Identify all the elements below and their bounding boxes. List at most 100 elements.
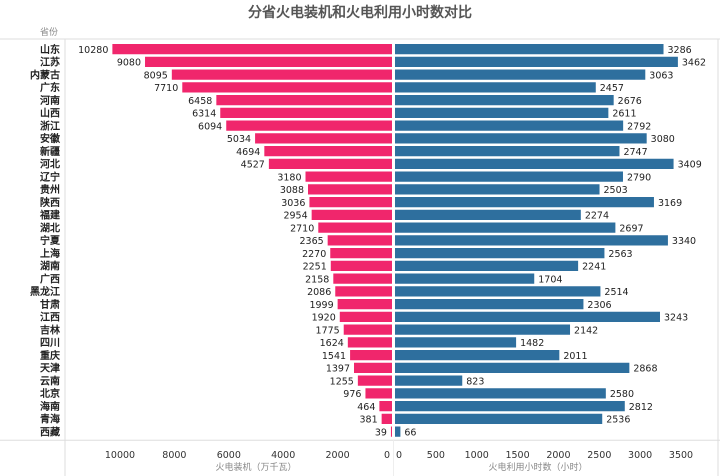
right-tick-label: 2000 bbox=[546, 450, 570, 461]
right-bar-value: 1482 bbox=[520, 338, 544, 349]
right-bar-value: 2812 bbox=[629, 402, 653, 413]
right-bar bbox=[395, 95, 614, 106]
left-bar-value: 1775 bbox=[316, 325, 340, 336]
left-bar bbox=[335, 286, 392, 297]
right-bar bbox=[395, 324, 571, 335]
left-bar-value: 2086 bbox=[307, 287, 331, 298]
left-bar bbox=[182, 82, 392, 93]
province-label: 天津 bbox=[40, 362, 60, 375]
right-bar-value: 2241 bbox=[582, 262, 606, 273]
left-bar-value: 10280 bbox=[78, 45, 108, 56]
right-bar bbox=[395, 401, 625, 412]
left-bar-value: 381 bbox=[359, 415, 377, 426]
province-label: 湖北 bbox=[40, 221, 60, 234]
right-bar-value: 2790 bbox=[627, 172, 651, 183]
right-bar bbox=[395, 260, 579, 271]
chart-title: 分省火电装机和火电利用小时数对比 bbox=[248, 4, 472, 21]
left-tick-label: 6000 bbox=[217, 450, 241, 461]
right-bar-value: 3340 bbox=[672, 236, 696, 247]
left-bar bbox=[112, 44, 392, 55]
province-label: 海南 bbox=[40, 400, 60, 413]
left-bar bbox=[350, 350, 392, 361]
province-label: 内蒙古 bbox=[30, 68, 60, 81]
left-bar-value: 39 bbox=[375, 427, 387, 438]
province-label: 青海 bbox=[40, 413, 60, 426]
province-label: 上海 bbox=[40, 247, 60, 260]
right-bar bbox=[395, 107, 609, 118]
left-bar bbox=[145, 56, 392, 67]
left-bar-value: 2158 bbox=[305, 274, 329, 285]
left-bar-value: 4694 bbox=[236, 147, 260, 158]
right-bar-value: 823 bbox=[466, 376, 484, 387]
province-label: 重庆 bbox=[40, 349, 60, 362]
left-bar-value: 6094 bbox=[198, 121, 222, 132]
right-bar-value: 3286 bbox=[668, 45, 692, 56]
left-bar bbox=[171, 69, 392, 80]
right-bar bbox=[395, 337, 517, 348]
right-bar bbox=[395, 388, 606, 399]
province-label: 广西 bbox=[40, 272, 60, 285]
province-label: 江西 bbox=[40, 311, 60, 324]
left-bar-value: 1920 bbox=[312, 313, 336, 324]
left-bar-value: 3180 bbox=[277, 172, 301, 183]
right-bar bbox=[395, 133, 647, 144]
province-label: 河北 bbox=[40, 158, 60, 171]
province-label: 河南 bbox=[40, 94, 60, 107]
province-label: 福建 bbox=[39, 209, 61, 222]
right-tick-label: 500 bbox=[427, 450, 445, 461]
left-bar bbox=[357, 375, 392, 386]
right-bar bbox=[395, 171, 623, 182]
province-label: 湖南 bbox=[40, 260, 60, 273]
left-bar-value: 2954 bbox=[283, 211, 307, 222]
right-bar-value: 2580 bbox=[610, 389, 634, 400]
row-header: 省份 bbox=[40, 26, 58, 38]
right-bar bbox=[395, 120, 624, 131]
province-label: 北京 bbox=[40, 387, 60, 400]
right-bar-value: 3462 bbox=[682, 58, 706, 69]
left-bar bbox=[220, 107, 392, 118]
right-bar bbox=[395, 146, 620, 157]
right-bar bbox=[395, 350, 560, 361]
right-bar bbox=[395, 184, 600, 195]
right-bar bbox=[395, 209, 581, 220]
right-bar bbox=[395, 286, 601, 297]
left-bar-value: 3036 bbox=[281, 198, 305, 209]
right-axis-label: 火电利用小时数（小时） bbox=[488, 461, 587, 473]
right-bar-value: 3063 bbox=[649, 70, 673, 81]
province-label: 安徽 bbox=[40, 132, 61, 145]
left-bar bbox=[379, 401, 392, 412]
left-tick-label: 2000 bbox=[326, 450, 350, 461]
right-bar bbox=[395, 44, 664, 55]
left-bar bbox=[337, 299, 392, 310]
province-label: 陕西 bbox=[40, 196, 60, 209]
right-bar-value: 3169 bbox=[658, 198, 682, 209]
left-tick-label: 4000 bbox=[271, 450, 295, 461]
right-tick-label: 0 bbox=[396, 450, 402, 461]
left-bar bbox=[309, 197, 392, 208]
left-bar bbox=[305, 171, 392, 182]
right-bar-value: 2611 bbox=[612, 109, 636, 120]
right-bar-value: 2747 bbox=[623, 147, 647, 158]
left-bar bbox=[381, 413, 392, 424]
province-label: 辽宁 bbox=[40, 170, 60, 183]
left-bar-value: 2270 bbox=[302, 249, 326, 260]
right-bar bbox=[395, 248, 605, 259]
left-bar-value: 1255 bbox=[330, 376, 354, 387]
right-bar-value: 2792 bbox=[627, 121, 651, 132]
left-axis-label: 火电装机（万千瓦） bbox=[215, 461, 296, 473]
province-label: 贵州 bbox=[40, 183, 60, 196]
left-bar bbox=[365, 388, 392, 399]
left-bar-value: 3088 bbox=[280, 185, 304, 196]
right-bar bbox=[395, 311, 660, 322]
left-bar-value: 976 bbox=[343, 389, 361, 400]
left-bar-value: 5034 bbox=[227, 134, 251, 145]
left-bar bbox=[354, 362, 392, 373]
left-bar bbox=[343, 324, 392, 335]
left-bar-value: 6458 bbox=[188, 96, 212, 107]
left-bar bbox=[308, 184, 392, 195]
right-bar-value: 2536 bbox=[606, 415, 630, 426]
right-bar bbox=[395, 299, 584, 310]
right-bar bbox=[395, 235, 668, 246]
left-tick-label: 8000 bbox=[162, 450, 186, 461]
